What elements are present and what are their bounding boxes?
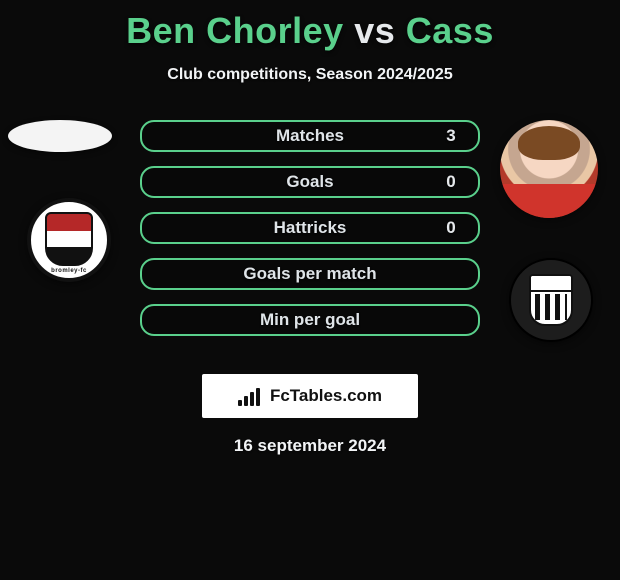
stat-label: Matches xyxy=(196,126,424,146)
stat-right-value: 0 xyxy=(424,218,478,238)
stat-row-min-per-goal: Min per goal xyxy=(140,304,480,336)
stat-row-hattricks: Hattricks 0 xyxy=(140,212,480,244)
stat-label: Hattricks xyxy=(196,218,424,238)
comparison-stage: bromley-fc Matches 3 Goals 0 Hattricks 0… xyxy=(0,106,620,366)
vs-text: vs xyxy=(354,10,395,51)
player2-name: Cass xyxy=(406,10,494,51)
brand-box: FcTables.com xyxy=(202,374,418,418)
player2-club-badge xyxy=(502,258,600,342)
date-line: 16 september 2024 xyxy=(0,436,620,456)
stat-right-value: 0 xyxy=(424,172,478,192)
player1-avatar xyxy=(8,120,112,152)
player1-club-badge: bromley-fc xyxy=(20,198,118,282)
player1-club-label: bromley-fc xyxy=(31,268,107,274)
stat-label: Min per goal xyxy=(196,310,424,330)
stat-row-goals-per-match: Goals per match xyxy=(140,258,480,290)
brand-text: FcTables.com xyxy=(270,386,382,406)
bar-chart-icon xyxy=(238,386,262,406)
stat-label: Goals per match xyxy=(196,264,424,284)
stat-row-matches: Matches 3 xyxy=(140,120,480,152)
subtitle: Club competitions, Season 2024/2025 xyxy=(0,66,620,84)
player2-avatar xyxy=(500,120,598,218)
stat-label: Goals xyxy=(196,172,424,192)
stat-right-value: 3 xyxy=(424,126,478,146)
player1-name: Ben Chorley xyxy=(126,10,344,51)
page-title: Ben Chorley vs Cass xyxy=(0,0,620,52)
stat-row-goals: Goals 0 xyxy=(140,166,480,198)
